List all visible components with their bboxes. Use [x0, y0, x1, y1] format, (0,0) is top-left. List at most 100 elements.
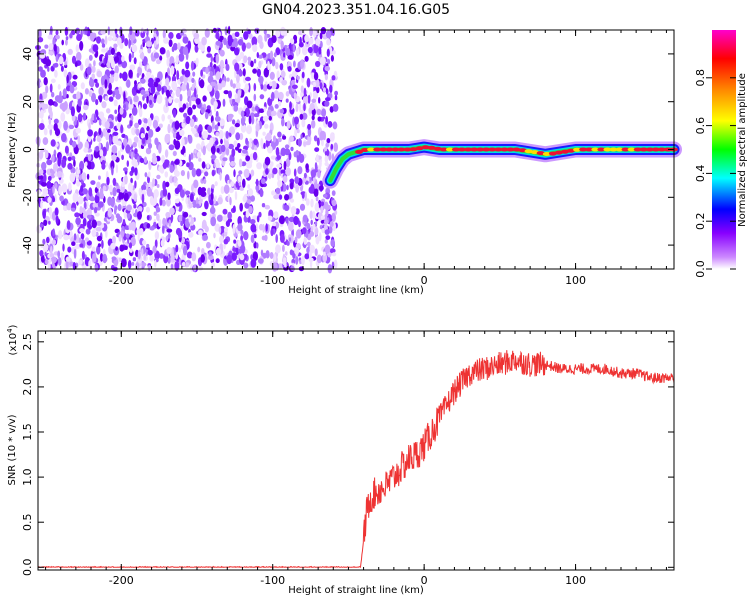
trace-core	[385, 147, 394, 152]
colorbar: 0.0 0.2 0.4 0.6 0.8 Normalized spectral ampl…	[694, 30, 748, 278]
noise-cell	[171, 46, 175, 53]
trace-core	[488, 147, 497, 152]
noise-cell	[267, 215, 273, 221]
noise-cell	[207, 75, 214, 84]
noise-cell	[211, 184, 215, 189]
colorbar-label: Normalized spectral amplitude	[737, 73, 748, 227]
noise-cell	[275, 187, 281, 194]
noise-cell	[146, 223, 151, 229]
noise-cell	[261, 203, 266, 208]
noise-cell	[64, 26, 69, 36]
noise-cell	[196, 203, 200, 209]
noise-cell	[133, 193, 137, 202]
noise-cell	[235, 132, 241, 141]
noise-cell	[328, 225, 333, 234]
noise-cell	[148, 160, 152, 171]
noise-cell	[222, 208, 228, 215]
noise-cell	[71, 155, 76, 161]
noise-cell	[299, 203, 306, 211]
noise-cell	[54, 182, 58, 189]
noise-cell	[215, 54, 220, 64]
noise-cell	[143, 156, 148, 164]
noise-cell	[179, 76, 184, 83]
noise-cell	[277, 131, 282, 138]
spectrogram-y-label: Frequency (Hz)	[7, 112, 18, 188]
noise-cell	[44, 44, 49, 49]
noise-cell	[324, 65, 331, 72]
noise-cell	[319, 32, 323, 40]
noise-cell	[181, 159, 186, 165]
noise-cell	[210, 216, 217, 227]
noise-cell	[246, 199, 252, 204]
noise-cell	[221, 80, 226, 88]
noise-cell	[115, 213, 121, 219]
noise-cell	[310, 169, 317, 178]
noise-cell	[119, 72, 123, 79]
noise-cell	[307, 123, 312, 130]
noise-cell	[47, 196, 52, 203]
noise-cell	[126, 79, 131, 88]
noise-cell	[64, 60, 67, 66]
noise-cell	[43, 128, 48, 136]
noise-cell	[154, 137, 159, 146]
noise-cell	[271, 80, 277, 90]
noise-cell	[43, 219, 48, 226]
noise-cell	[275, 29, 281, 38]
noise-cell	[293, 92, 298, 100]
noise-cell	[219, 59, 225, 69]
noise-cell	[322, 87, 326, 93]
noise-cell	[244, 202, 250, 209]
noise-cell	[294, 37, 297, 43]
noise-cell	[79, 160, 85, 171]
noise-cell	[112, 131, 119, 136]
noise-cell	[81, 207, 86, 214]
noise-cell	[295, 247, 299, 257]
noise-cell	[215, 40, 221, 46]
noise-cell	[63, 234, 69, 241]
noise-cell	[273, 253, 277, 263]
noise-cell	[116, 188, 121, 193]
noise-cell	[232, 83, 236, 89]
noise-cell	[169, 164, 174, 173]
noise-cell	[139, 228, 144, 236]
noise-cell	[131, 52, 135, 59]
noise-cell	[161, 154, 165, 164]
noise-cell	[119, 107, 124, 115]
noise-cell	[165, 211, 171, 219]
noise-cell	[125, 233, 130, 239]
noise-cell	[194, 149, 197, 154]
noise-cell	[288, 216, 295, 223]
noise-cell	[306, 77, 311, 88]
noise-cell	[147, 47, 152, 54]
noise-cell	[230, 181, 235, 187]
noise-cell	[96, 235, 103, 242]
noise-cell	[284, 262, 287, 268]
noise-cell	[83, 210, 87, 220]
noise-cell	[98, 175, 101, 180]
noise-cell	[76, 233, 80, 242]
noise-cell	[145, 71, 152, 77]
noise-cell	[174, 98, 180, 104]
noise-cell	[303, 172, 307, 179]
noise-cell	[175, 227, 182, 236]
noise-cell	[91, 65, 96, 73]
noise-cell	[236, 74, 240, 83]
noise-cell	[110, 242, 116, 250]
noise-cell	[184, 69, 191, 78]
noise-cell	[84, 58, 90, 68]
noise-cell	[172, 131, 177, 139]
noise-cell	[158, 253, 165, 259]
noise-cell	[279, 108, 285, 114]
noise-cell	[82, 217, 87, 227]
noise-cell	[161, 87, 165, 95]
spectrogram-x-ticks: -200 -100 0 100	[45, 30, 667, 287]
noise-cell	[234, 190, 238, 201]
noise-cell	[229, 99, 233, 105]
trace-core	[500, 147, 509, 152]
noise-cell	[295, 229, 302, 239]
noise-cell	[320, 201, 325, 207]
noise-cell	[255, 242, 259, 249]
noise-cell	[94, 206, 98, 214]
noise-cell	[180, 170, 185, 177]
noise-cell	[72, 262, 76, 271]
